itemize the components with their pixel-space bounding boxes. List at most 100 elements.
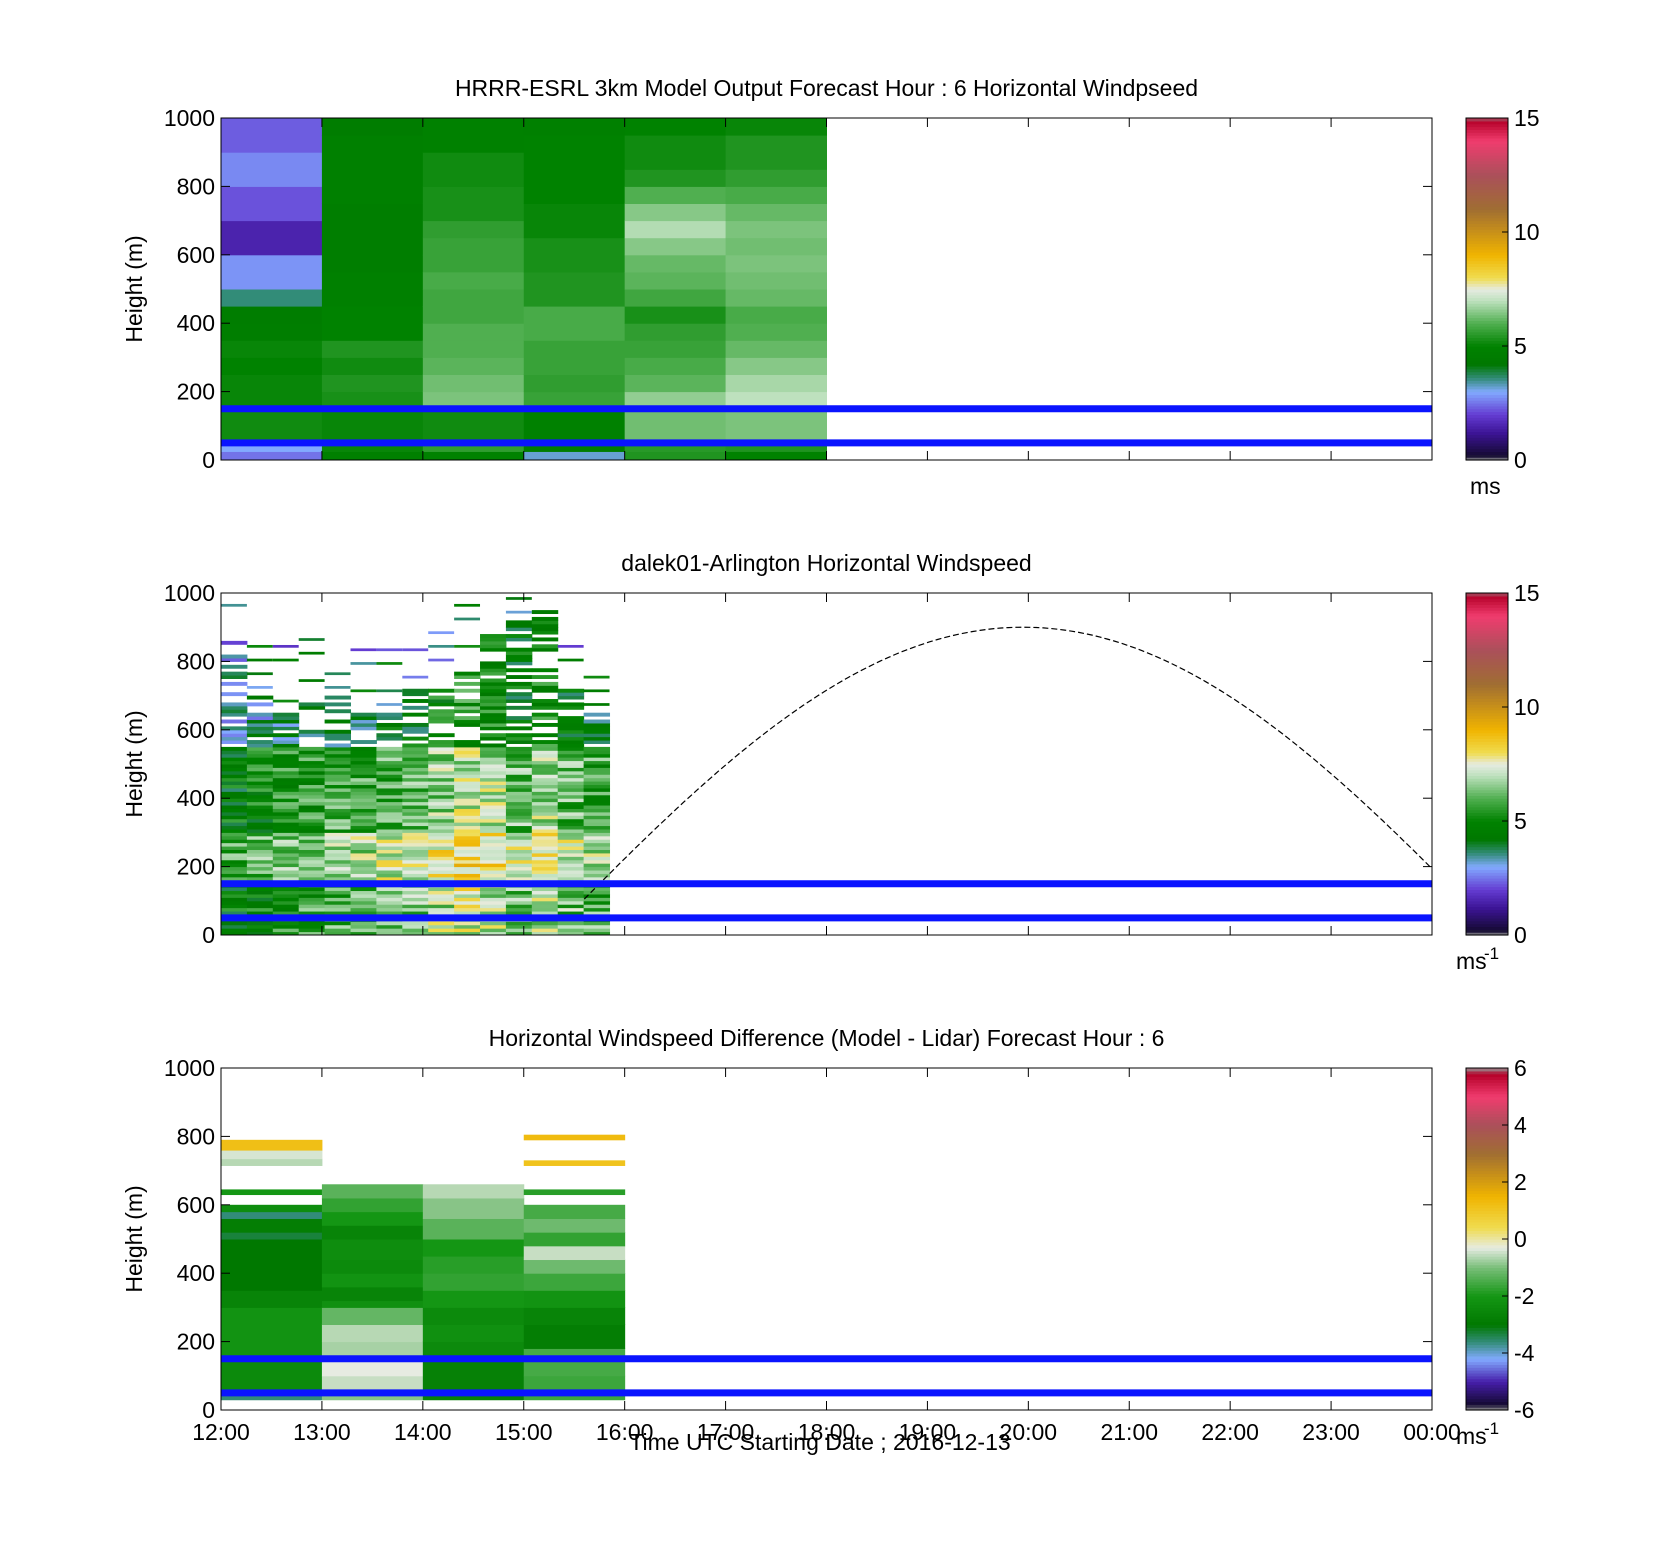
colorbar-segment — [1466, 388, 1508, 393]
heatmap-cell — [480, 842, 507, 847]
colorbar-segment — [1466, 408, 1508, 413]
colorbar-segment — [1466, 1182, 1508, 1186]
heatmap-cell — [221, 808, 248, 813]
colorbar-segment — [1466, 738, 1508, 742]
heatmap-cell — [246, 842, 274, 847]
colorbar-segment — [1466, 789, 1508, 794]
heatmap-cell — [324, 791, 352, 796]
colorbar-segment — [1466, 351, 1508, 356]
heatmap-cell — [376, 931, 403, 936]
colorbar-segment — [1466, 607, 1508, 611]
heatmap-cell — [557, 722, 585, 727]
heatmap-cell — [583, 818, 611, 823]
heatmap-cell — [402, 815, 429, 820]
heatmap-cell — [350, 928, 377, 933]
heatmap-cell — [725, 306, 827, 324]
heatmap-cell — [531, 825, 559, 830]
heatmap-cell — [246, 805, 274, 809]
heatmap-cell — [725, 271, 827, 290]
heatmap-cell — [624, 357, 727, 375]
heatmap-cell — [221, 849, 248, 854]
colorbar-segment — [1466, 1315, 1508, 1320]
colorbar-segment — [1466, 414, 1508, 418]
heatmap-cell — [428, 805, 455, 809]
heatmap-cell — [221, 712, 248, 717]
heatmap-cell — [531, 890, 559, 895]
colorbar-segment — [1466, 368, 1508, 373]
heatmap-cell — [523, 1232, 626, 1247]
heatmap-cell — [428, 791, 455, 796]
heatmap-cell — [402, 767, 429, 772]
heatmap-cell — [505, 839, 533, 844]
heatmap-cell — [480, 681, 507, 686]
heatmap-cell — [624, 306, 727, 324]
heatmap-cell — [557, 695, 585, 700]
heatmap-cell — [350, 716, 377, 721]
heatmap-cell — [454, 828, 481, 833]
heatmap-cell — [428, 815, 455, 820]
heatmap-cell — [376, 928, 403, 933]
colorbar-segment — [1466, 140, 1508, 145]
colorbar-unit-exponent: -1 — [1484, 944, 1499, 963]
heatmap-cell — [221, 408, 323, 444]
heatmap-cell — [583, 777, 611, 782]
heatmap-cell — [376, 808, 403, 813]
heatmap-cell — [624, 186, 727, 204]
heatmap-cell — [557, 815, 585, 820]
heatmap-cell — [454, 822, 481, 827]
colorbar-segment — [1466, 932, 1508, 936]
colorbar-segment — [1466, 846, 1508, 851]
heatmap-cell — [531, 630, 559, 635]
colorbar-segment — [1466, 669, 1508, 674]
colorbar-segment — [1466, 1278, 1508, 1283]
heatmap-cell — [350, 712, 377, 717]
colorbar-segment — [1466, 681, 1508, 685]
heatmap-cell — [557, 911, 585, 915]
heatmap-cell — [505, 685, 533, 690]
colorbar-segment — [1466, 650, 1508, 654]
heatmap-cell — [402, 852, 429, 857]
colorbar-segment — [1466, 1344, 1508, 1348]
heatmap-cell — [272, 726, 300, 731]
heatmap-cell — [272, 764, 300, 768]
colorbar-segment — [1466, 331, 1508, 336]
heatmap-cell — [428, 801, 455, 806]
heatmap-cell — [324, 852, 352, 857]
heatmap-cell — [350, 662, 377, 665]
colorbar-segment — [1466, 1156, 1508, 1160]
heatmap-cell — [402, 859, 429, 864]
heatmap-cell — [583, 904, 611, 909]
heatmap-cell — [428, 811, 455, 816]
heatmap-cell — [350, 870, 377, 874]
colorbar-segment — [1466, 715, 1508, 719]
heatmap-cell — [505, 852, 533, 857]
heatmap-cell — [557, 873, 585, 878]
heatmap-cell — [221, 1239, 323, 1291]
colorbar-segment — [1466, 1224, 1508, 1229]
heatmap-cell — [583, 911, 611, 915]
heatmap-cell — [480, 678, 507, 683]
heatmap-cell — [454, 900, 481, 905]
heatmap-cell — [221, 340, 323, 358]
heatmap-cell — [350, 911, 377, 915]
heatmap-cell — [246, 928, 274, 933]
heatmap-cell — [298, 760, 326, 765]
y-tick-label: 200 — [177, 1329, 215, 1355]
heatmap-cell — [422, 152, 525, 187]
heatmap-cell — [324, 873, 352, 878]
heatmap-cell — [505, 911, 533, 915]
colorbar-segment — [1466, 1239, 1508, 1243]
heatmap-cell — [298, 866, 326, 871]
heatmap-cell — [557, 644, 584, 648]
colorbar-segment — [1466, 1250, 1508, 1254]
heatmap-cell — [480, 873, 507, 878]
heatmap-cell — [376, 770, 403, 775]
colorbar-segment — [1466, 1164, 1508, 1169]
colorbar-segment — [1466, 1378, 1508, 1383]
heatmap-cell — [221, 904, 248, 909]
heatmap-cell — [324, 856, 352, 861]
colorbar-segment — [1466, 232, 1508, 236]
colorbar-segment — [1466, 678, 1508, 682]
colorbar-segment — [1466, 1125, 1508, 1129]
heatmap-cell — [531, 835, 559, 840]
